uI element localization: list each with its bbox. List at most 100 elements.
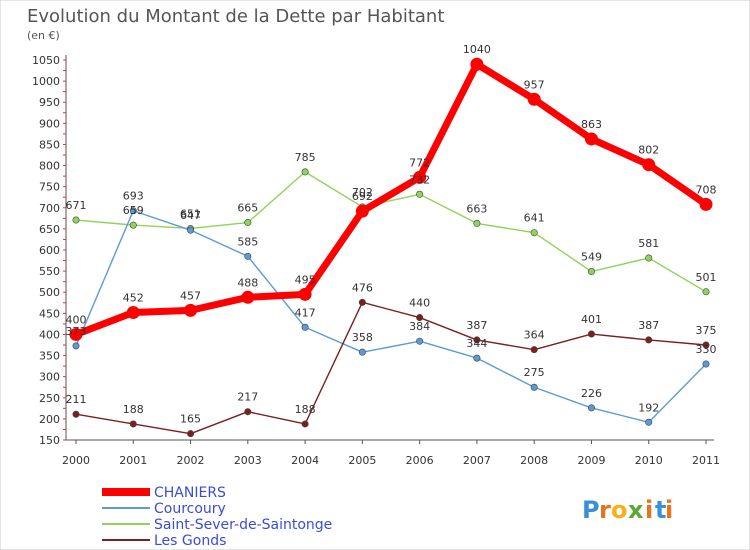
y-tick-label: 950 [39,96,60,109]
data-point [473,219,481,227]
data-label: 785 [295,151,316,164]
legend-label: Courcoury [154,501,226,517]
y-tick-label: 700 [39,202,60,215]
data-label: 358 [352,331,373,344]
y-tick-label: 400 [39,328,60,341]
logo-letter: o [611,496,628,524]
y-tick-label: 450 [39,307,60,320]
data-label: 665 [237,202,258,215]
data-label: 863 [581,118,602,131]
y-tick-label: 500 [39,286,60,299]
data-label: 651 [180,207,201,220]
logo-letter: r [599,496,611,524]
data-label: 384 [409,320,430,333]
x-tick-label: 2005 [348,454,376,467]
chart-title: Evolution du Montant de la Dette par Hab… [27,6,444,27]
series-line-saint-sever-de-saintonge [75,171,707,293]
data-label: 373 [66,325,87,338]
data-label: 401 [581,313,602,326]
data-point [129,207,137,215]
data-point [645,418,653,426]
data-point [301,323,309,331]
data-point [470,57,484,71]
data-point [358,348,366,356]
legend-label: Les Gonds [154,533,226,549]
y-tick-label: 900 [39,117,60,130]
data-label: 188 [295,403,316,416]
data-label: 457 [180,289,201,302]
data-label: 732 [409,173,430,186]
data-point [473,336,481,344]
series-line-chaniers [74,60,708,338]
data-point [129,221,137,229]
data-label: 400 [66,313,87,326]
data-point [416,190,424,198]
y-tick-label: 200 [39,413,60,426]
y-tick-label: 550 [39,265,60,278]
y-tick-label: 650 [39,223,60,236]
logo-letter: t [655,496,666,524]
data-label: 1040 [463,43,491,56]
y-tick-label: 850 [39,138,60,151]
data-label: 641 [524,212,545,225]
data-point [473,354,481,362]
series-line-courcoury [75,210,707,423]
data-label: 671 [66,199,87,212]
data-label: 417 [295,306,316,319]
y-tick-label: 1050 [32,54,60,67]
data-label: 226 [581,387,602,400]
data-label: 275 [524,366,545,379]
data-label: 387 [466,319,487,332]
data-label: 364 [524,329,545,342]
x-tick-label: 2004 [291,454,319,467]
data-point [584,132,598,146]
data-point [416,337,424,345]
data-point [244,408,252,416]
data-label: 495 [295,273,316,286]
series-line-les-gonds [75,301,707,435]
data-point [699,197,713,211]
legend: CHANIERSCourcourySaint-Sever-de-Saintong… [102,485,332,549]
x-tick-label: 2011 [692,454,720,467]
data-point [355,204,369,218]
data-label: 692 [352,190,373,203]
data-label: 581 [638,237,659,250]
legend-label: CHANIERS [154,485,226,501]
logo-letter: i [645,496,653,524]
data-point [413,170,427,184]
data-point [126,305,140,319]
data-label: 501 [696,271,717,284]
data-point [184,303,198,317]
data-label: 330 [696,343,717,356]
data-point [645,254,653,262]
data-point [645,336,653,344]
data-label: 585 [237,235,258,248]
data-point [187,430,195,438]
y-tick-label: 750 [39,181,60,194]
data-label: 659 [123,204,144,217]
y-tick-label: 250 [39,392,60,405]
chart-subtitle: (en €) [27,29,60,42]
data-label: 387 [638,319,659,332]
x-tick-label: 2008 [520,454,548,467]
x-tick-label: 2000 [62,454,90,467]
y-tick-label: 150 [39,434,60,447]
y-tick-label: 800 [39,160,60,173]
data-point [530,383,538,391]
data-label: 375 [696,324,717,337]
data-label: 344 [466,337,487,350]
x-tick-label: 2006 [406,454,434,467]
data-point [72,216,80,224]
data-label: 192 [638,401,659,414]
data-label: 647 [180,209,201,222]
data-label: 549 [581,251,602,264]
data-point [358,298,366,306]
data-point [702,341,710,349]
x-tick-label: 2002 [177,454,205,467]
y-tick-label: 350 [39,350,60,363]
data-point [416,314,424,322]
x-tick-label: 2007 [463,454,491,467]
data-label: 488 [237,276,258,289]
series-group: 671 659 651 665 785 702 732 663 641 549 581 501 373 6… [66,43,717,438]
